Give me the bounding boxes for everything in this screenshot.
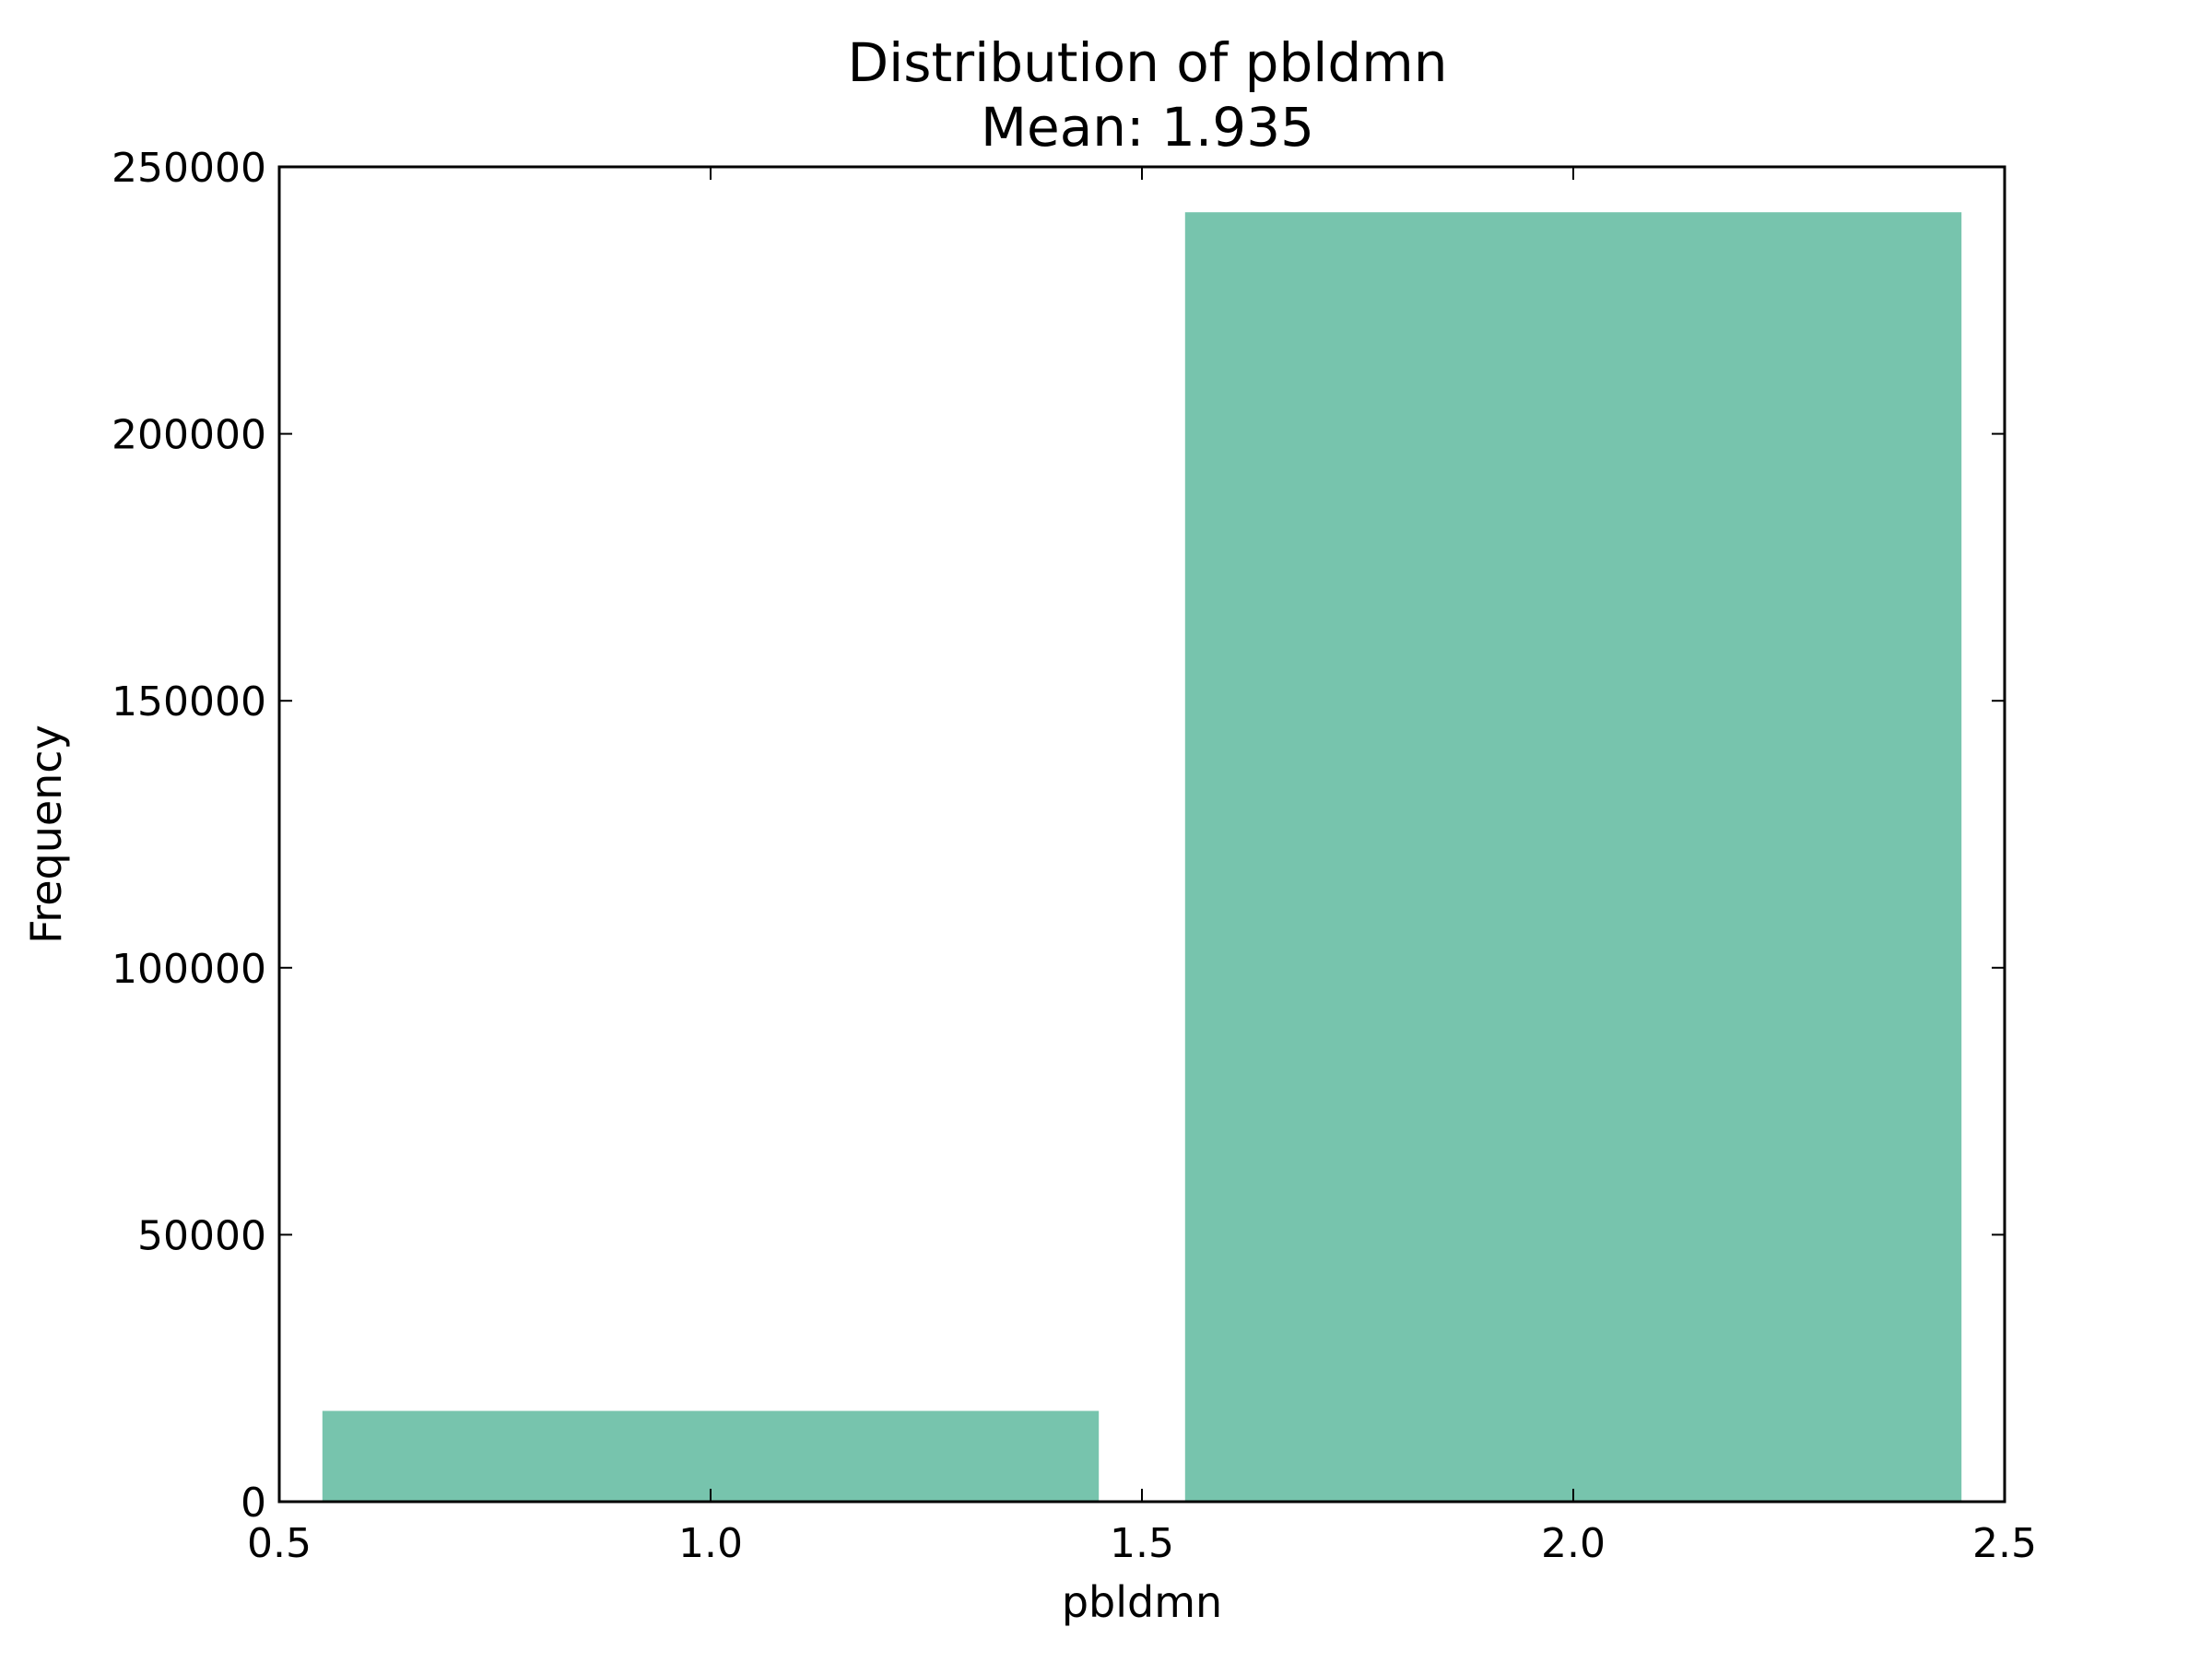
y-tick-label-5: 200000 — [112, 412, 266, 459]
bars-layer — [322, 212, 1962, 1503]
plot-frame — [277, 165, 2006, 1504]
x-tick-label-5: 2.5 — [1972, 1520, 2037, 1567]
y-tick-label-2: 50000 — [137, 1212, 266, 1259]
x-tick-label-3: 1.5 — [1110, 1520, 1174, 1567]
chart-title: Distribution of pbldmn — [848, 31, 1448, 94]
x-axis-label: pbldmn — [1062, 1577, 1222, 1627]
y-axis-label: Frequency — [21, 725, 71, 944]
ticks-layer: 0.5 1.0 1.5 2.0 2.5 0 50000 100000 150000 200000 2… — [112, 145, 2037, 1567]
y-tick-label-1: 0 — [241, 1480, 266, 1527]
x-tick-label-4: 2.0 — [1541, 1520, 1606, 1567]
histogram-bar-1 — [322, 1410, 1100, 1502]
y-tick-label-4: 150000 — [112, 678, 266, 725]
chart-subtitle: Mean: 1.935 — [981, 96, 1314, 159]
y-tick-label-3: 100000 — [112, 946, 266, 993]
y-tick-label-6: 250000 — [112, 145, 266, 192]
x-tick-label-1: 0.5 — [247, 1520, 312, 1567]
histogram-bar-2 — [1184, 212, 1962, 1503]
x-tick-label-2: 1.0 — [678, 1520, 743, 1567]
